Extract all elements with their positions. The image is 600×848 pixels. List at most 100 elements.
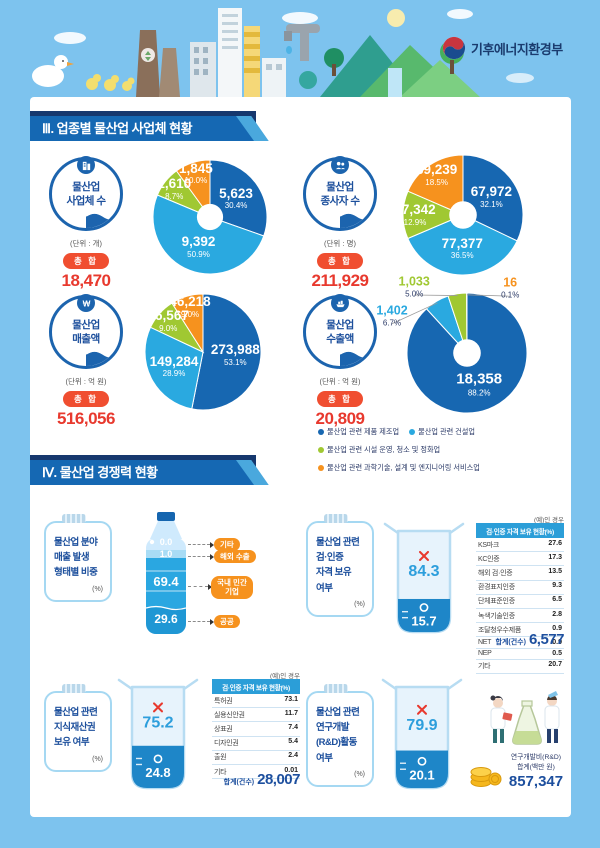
researcher-left-icon [490, 695, 513, 743]
badge-water [52, 298, 120, 366]
table-row: 녹색기술인증 2.8 [476, 609, 564, 624]
svg-text:15.7: 15.7 [411, 613, 436, 628]
ministry-name: 기후에너지환경부 [471, 41, 563, 57]
businesses-pie-chart: 5,623 30.4% 9,392 50.9% 1,610 8.7% 1,845 10.0% [135, 142, 285, 292]
box-unit: (%) [354, 600, 365, 608]
table-row: KC인증 17.3 [476, 552, 564, 567]
duckling-icon [86, 74, 135, 91]
box-title: 물산업 관련 연구개발 (R&D)활동 여부 [316, 707, 360, 764]
table-note: (예)인 경우 [269, 673, 300, 680]
svg-text:79.9: 79.9 [406, 717, 437, 734]
table-row: 상표권 7.4 [212, 722, 300, 737]
leader-line [188, 618, 214, 625]
certification-total: 합계(건수) 6,577 [454, 631, 565, 649]
ip-rights-beaker-chart: 75.2 24.8 [114, 677, 202, 795]
badge-circle: 물산업 종사자 수 [303, 156, 377, 231]
rnd-cost-value: 857,347 [508, 773, 564, 790]
ministry-logo: 기후에너지환경부 [442, 36, 563, 60]
pie-legend: 물산업 관련 제품 제조업 물산업 관련 건설업물산업 관련 시설 운영, 청소 … [318, 421, 570, 475]
svg-text:W: W [82, 299, 90, 308]
won-icon: W [77, 294, 95, 312]
segment-tag: 공공 [214, 615, 240, 629]
unit-label: (단위 : 명) [324, 239, 356, 248]
coins-icon [470, 767, 502, 787]
table-row: 해외 검·인증 13.5 [476, 566, 564, 581]
total-label: 합계(건수) [495, 639, 526, 646]
table-row: 특허권 73.1 [212, 694, 300, 709]
researchers-illustration [490, 691, 560, 745]
table-row: 실용신안권 11.7 [212, 708, 300, 723]
pie-slice [407, 214, 518, 276]
legend-item: 물산업 관련 시설 운영, 청소 및 정화업 [318, 444, 440, 455]
rnd-cost-caption: 연구개발비(R&D) 합계(백만 원) [510, 754, 562, 772]
total-value: 516,056 [57, 409, 115, 428]
svg-text:69.4: 69.4 [153, 574, 179, 589]
badge-title: 물산업 수출액 [326, 319, 354, 346]
total-value: 211,929 [311, 271, 369, 290]
buildings-icon [190, 8, 286, 97]
total-value: 28,007 [257, 771, 300, 788]
badge-circle: W 물산업 매출액 [49, 294, 123, 369]
cloud-icon [54, 9, 534, 83]
exports-pie-chart: 18,358 88.2% 1,402 6.7% 1,033 5.0% 16 0.1% [376, 275, 542, 428]
workers-badge: 물산업 종사자 수 (단위 : 명) 총 합 211,929 [294, 156, 386, 291]
duck-icon [32, 55, 74, 87]
total-pill: 총 합 [316, 253, 363, 269]
building-icon [77, 156, 95, 174]
table-row: 단체표준인증 6.5 [476, 595, 564, 609]
ship-icon [331, 294, 349, 312]
certification-beaker-chart: 84.3 15.7 [380, 521, 468, 639]
ip-rights-title-box: 물산업 관련 지식재산권 보유 여부 (%) [44, 684, 112, 772]
table-row: NET 0.9 [476, 637, 564, 649]
table-row: 기타 20.7 [476, 660, 564, 674]
box-unit: (%) [92, 585, 103, 593]
svg-text:75.2: 75.2 [142, 714, 173, 731]
table-row: NEP 0.5 [476, 649, 564, 660]
researcher-right-icon [544, 691, 560, 743]
revenue-pie-chart: 273,988 53.1% 149,284 28.9% 46,567 9.0% 46,218… [128, 277, 278, 427]
pie-slice [171, 293, 204, 354]
section-4-title: Ⅳ. 물산업 경쟁력 현황 [30, 460, 254, 485]
government-emblem-icon [442, 36, 466, 60]
svg-text:1.0: 1.0 [160, 549, 173, 559]
businesses-badge: 물산업 사업체 수 (단위 : 개) 총 합 18,470 [40, 156, 132, 291]
table-row: 디자인권 5.4 [212, 737, 300, 751]
badge-title: 물산업 매출액 [72, 319, 100, 346]
segment-tag: 기타 [214, 538, 240, 552]
leader-line [188, 541, 214, 548]
pie-slice [152, 194, 265, 275]
pie-slice [144, 326, 204, 410]
box-title: 물산업 관련 검·인증 자격 보유 여부 [316, 537, 360, 594]
pie-slice [407, 154, 464, 216]
svg-text:29.6: 29.6 [154, 612, 178, 626]
badge-water [306, 298, 374, 366]
faucet-icon [284, 24, 320, 61]
bottle-chart: 0.0 1.0 69.4 29.6 [142, 512, 190, 637]
rnd-title-box: 물산업 관련 연구개발 (R&D)활동 여부 (%) [306, 684, 374, 787]
total-pill: 총 합 [62, 391, 109, 407]
svg-text:84.3: 84.3 [408, 563, 439, 580]
workers-pie-chart: 67,972 32.1% 77,377 36.5% 27,342 12.9% 39,239 1… [388, 140, 538, 290]
badge-water [52, 160, 120, 228]
total-value: 20,809 [315, 409, 366, 428]
table-header: 검·인증 자격 보유 현황(%) [212, 679, 300, 694]
table-row: KS마크 27.6 [476, 538, 564, 553]
badge-title: 물산업 종사자 수 [320, 181, 360, 208]
unit-label: (단위 : 개) [70, 239, 102, 248]
box-unit: (%) [92, 755, 103, 763]
svg-text:0.0: 0.0 [160, 537, 173, 547]
total-pill: 총 합 [62, 253, 109, 269]
segment-tag: 해외 수출 [214, 550, 256, 564]
total-value: 18,470 [61, 271, 112, 290]
table-row: 조달청우수제품 0.9 [476, 623, 564, 638]
section-4-banner: Ⅳ. 물산업 경쟁력 현황 [30, 455, 290, 489]
box-title: 물산업 분야 매출 발생 형태별 비중 [54, 537, 98, 579]
ip-rights-total: 합계(건수) 28,007 [190, 771, 301, 789]
rnd-beaker-chart: 79.9 20.1 [378, 677, 466, 795]
people-icon [331, 156, 349, 174]
header-illustration [0, 0, 600, 100]
legend-item: 물산업 관련 건설업 [409, 426, 475, 437]
legend-item: 물산업 관련 과학기술, 설계 및 엔지니어링 서비스업 [318, 462, 480, 473]
total-value: 6,577 [528, 631, 565, 648]
